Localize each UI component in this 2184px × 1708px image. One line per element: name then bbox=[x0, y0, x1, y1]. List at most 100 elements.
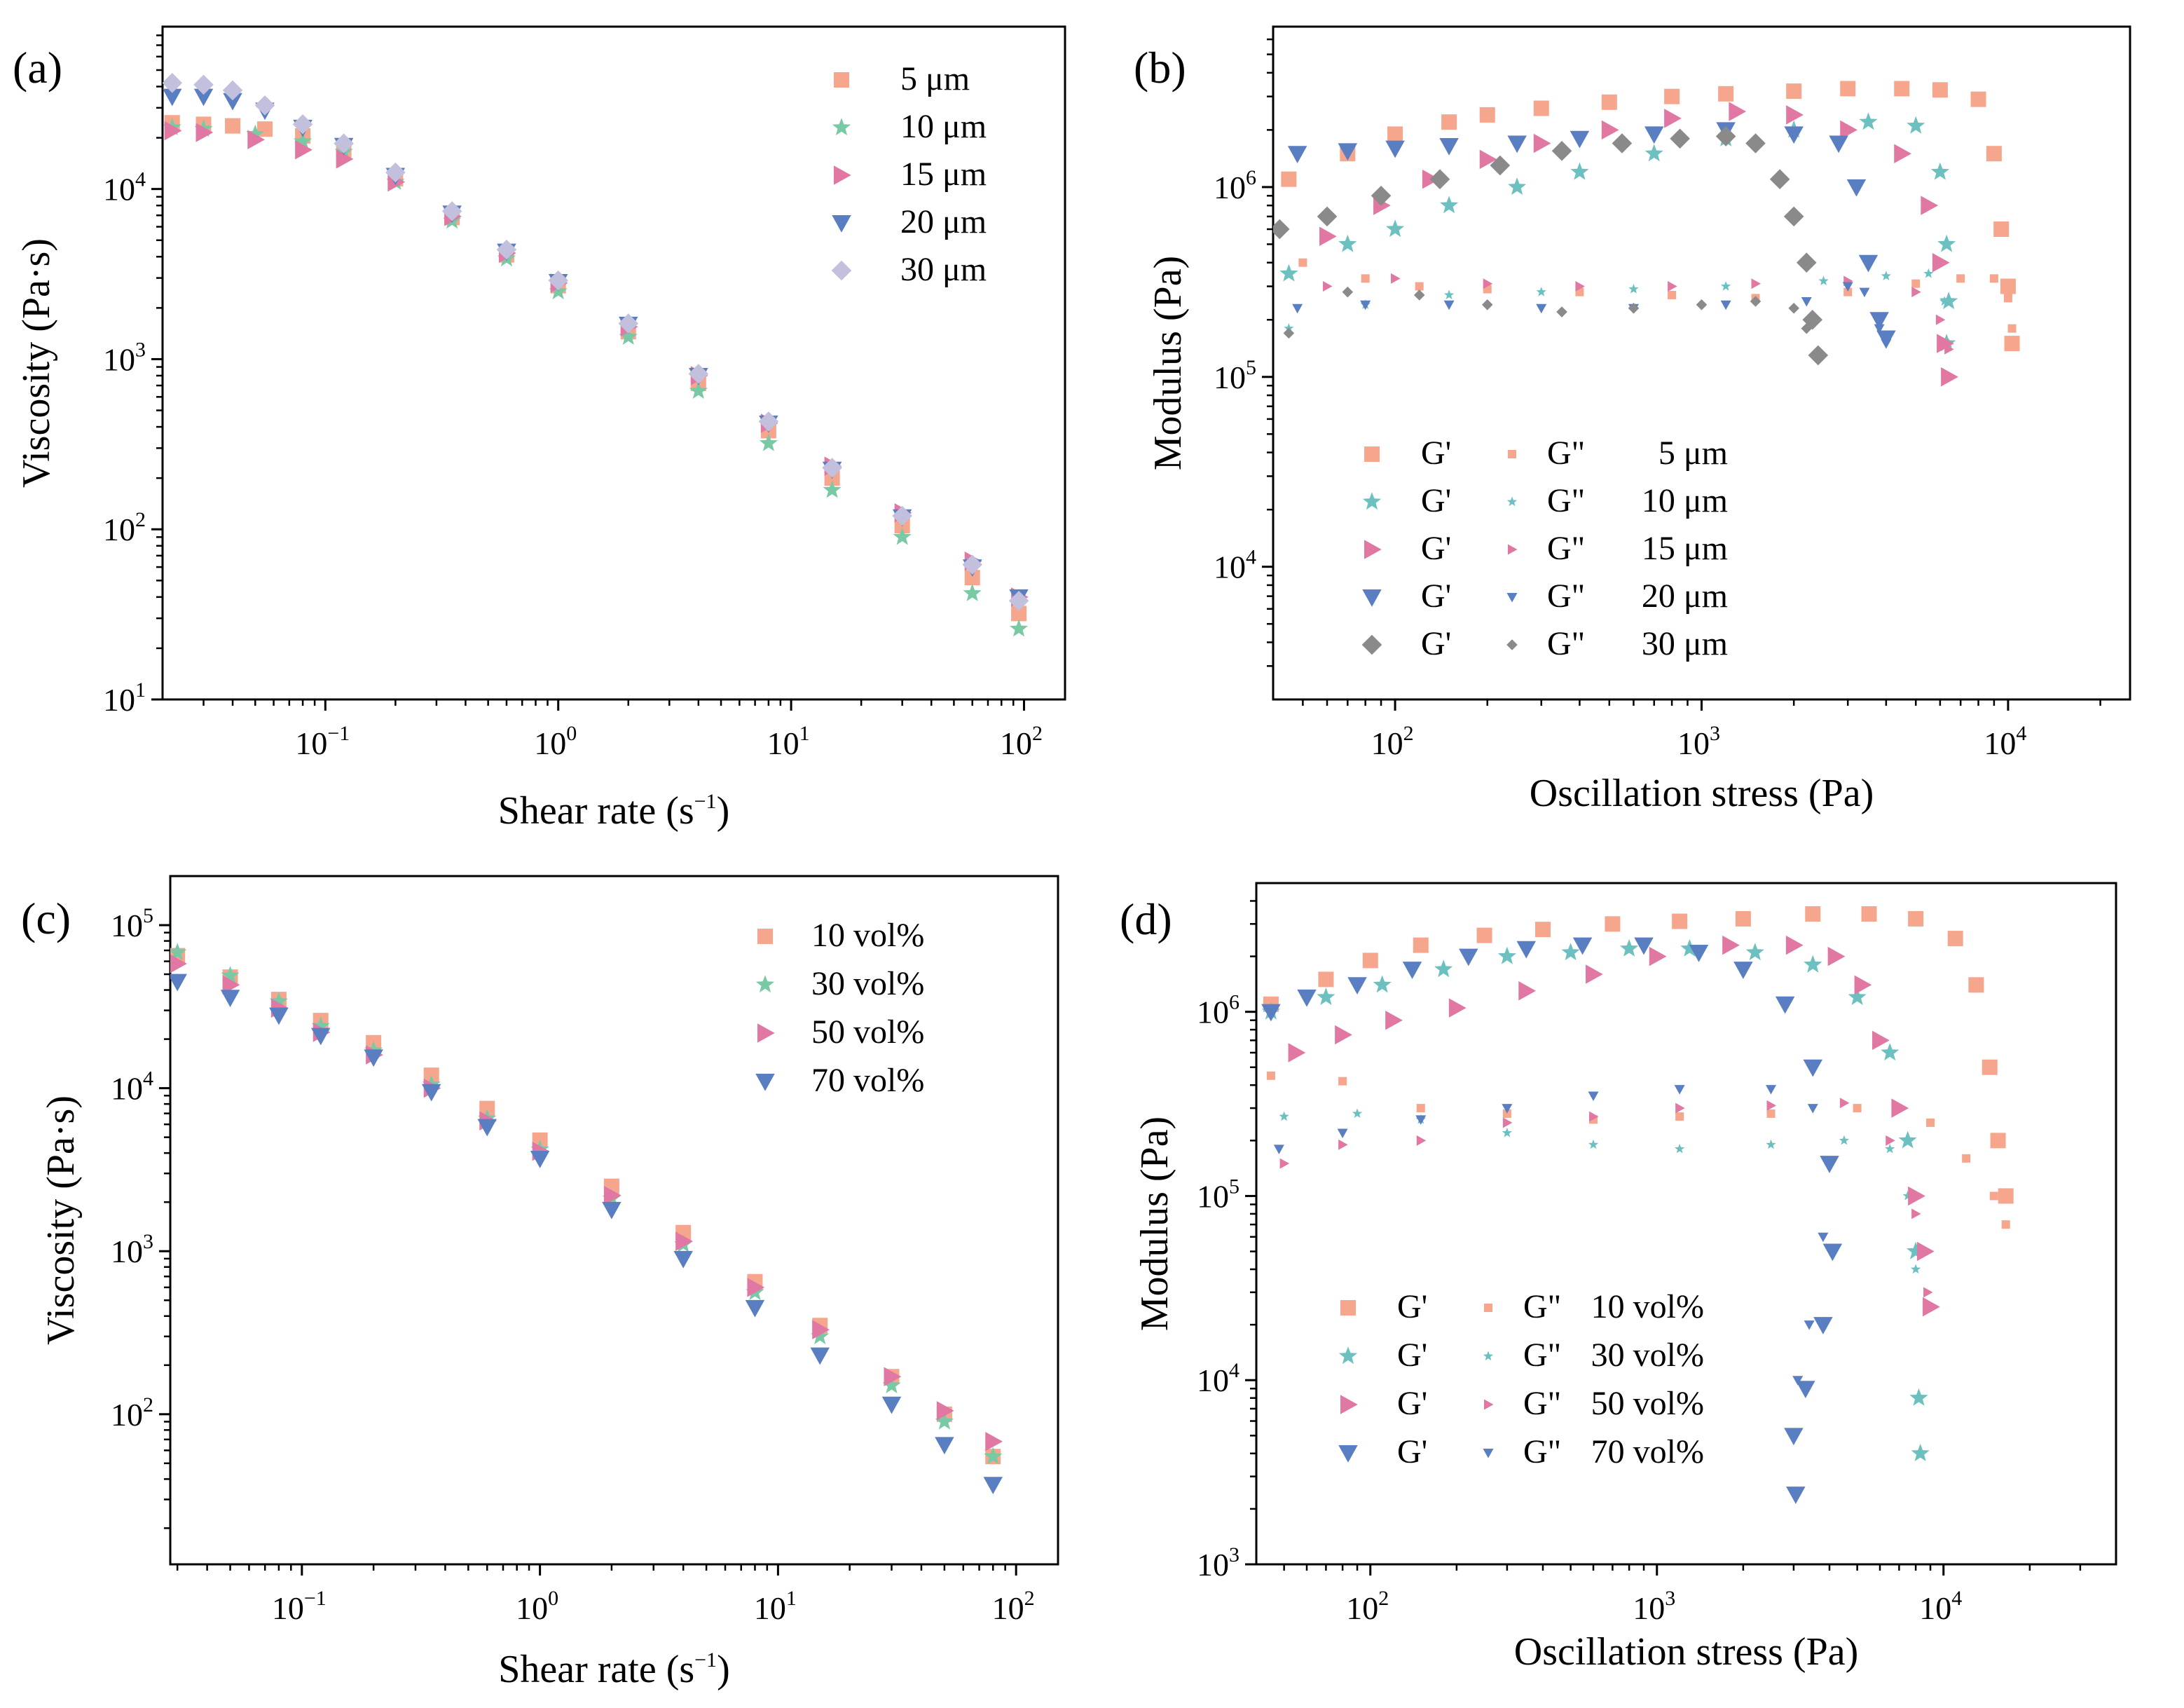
data-point bbox=[1932, 252, 1950, 273]
data-point bbox=[1387, 126, 1403, 142]
y-axis-title: Modulus (Pa) bbox=[1133, 1116, 1176, 1331]
data-point bbox=[1535, 922, 1551, 938]
data-point bbox=[1008, 590, 1029, 611]
data-point bbox=[1279, 264, 1298, 282]
legend-marker bbox=[1508, 450, 1516, 458]
data-point bbox=[964, 570, 980, 586]
data-point bbox=[1335, 1025, 1352, 1045]
series bbox=[1281, 81, 2020, 352]
legend-marker bbox=[1506, 593, 1518, 603]
data-point bbox=[893, 527, 912, 545]
data-point bbox=[602, 1201, 621, 1219]
x-tick-label: 104 bbox=[1919, 1587, 1962, 1626]
data-point bbox=[1859, 287, 1870, 298]
data-points bbox=[163, 73, 1029, 637]
y-tick-label: 101 bbox=[103, 678, 146, 718]
x-tick-label: 103 bbox=[1677, 722, 1720, 761]
data-point bbox=[1876, 330, 1896, 348]
data-point bbox=[1886, 1135, 1895, 1146]
data-point bbox=[1923, 1287, 1933, 1298]
data-point bbox=[1807, 1104, 1818, 1114]
data-point bbox=[1932, 82, 1948, 98]
data-point bbox=[1674, 1085, 1685, 1095]
legend-size-label: 5 μm bbox=[1658, 435, 1728, 472]
data-point bbox=[1916, 1241, 1935, 1262]
data-point bbox=[1273, 1145, 1284, 1154]
data-point bbox=[1601, 120, 1619, 140]
data-point bbox=[1970, 91, 1986, 107]
legend-marker bbox=[1484, 1399, 1494, 1410]
panel-label: (b) bbox=[1134, 43, 1186, 93]
data-point bbox=[1502, 1128, 1512, 1137]
data-point bbox=[1323, 281, 1333, 292]
legend-marker bbox=[1338, 1346, 1358, 1365]
data-point bbox=[1818, 275, 1829, 285]
plot-frame bbox=[161, 25, 1066, 701]
data-point bbox=[1939, 296, 1950, 306]
series bbox=[1283, 286, 1821, 361]
legend-marker bbox=[834, 72, 849, 88]
legend-marker bbox=[1483, 1351, 1494, 1361]
data-point bbox=[1986, 146, 2002, 162]
data-point bbox=[603, 1185, 621, 1205]
data-point bbox=[1718, 86, 1734, 102]
data-point bbox=[936, 1401, 954, 1421]
data-point bbox=[1861, 906, 1877, 922]
data-point bbox=[1318, 971, 1334, 988]
data-point bbox=[246, 124, 265, 142]
y-tick-label: 103 bbox=[1197, 1543, 1239, 1583]
legend: G' G" 5 μm G' G" 10 μm G' G" 15 μm G' G" 20 μm G' G" 3… bbox=[1361, 435, 1728, 662]
data-point bbox=[1722, 935, 1740, 955]
x-axis-title: Shear rate (s−1) bbox=[498, 1648, 729, 1691]
data-point bbox=[935, 1437, 954, 1455]
data-point bbox=[1586, 964, 1603, 984]
data-point bbox=[1628, 303, 1640, 314]
legend-size-label: 70 vol% bbox=[1591, 1433, 1704, 1470]
legend-label: G' bbox=[1421, 578, 1451, 615]
data-point bbox=[892, 505, 912, 526]
data-point bbox=[1935, 314, 1946, 325]
data-point bbox=[1371, 186, 1392, 206]
data-point bbox=[1361, 274, 1370, 283]
data-point bbox=[1605, 916, 1621, 932]
data-points bbox=[1261, 906, 2014, 1504]
legend-label: 20 μm bbox=[900, 203, 987, 240]
data-point bbox=[193, 74, 214, 95]
data-point bbox=[1483, 278, 1493, 289]
series bbox=[1288, 935, 1940, 1317]
data-point bbox=[1766, 1085, 1777, 1095]
series bbox=[1279, 1108, 1921, 1274]
data-point bbox=[1874, 324, 1885, 334]
data-point bbox=[364, 1049, 383, 1067]
data-point bbox=[530, 1151, 550, 1168]
data-point bbox=[1869, 312, 1889, 329]
y-tick-label: 106 bbox=[1197, 991, 1239, 1030]
data-point bbox=[1926, 1118, 1935, 1127]
data-point bbox=[1751, 278, 1761, 289]
x-tick-label: 102 bbox=[1371, 722, 1414, 761]
data-point bbox=[1804, 955, 1822, 973]
data-point bbox=[2000, 278, 2016, 294]
data-point bbox=[1729, 102, 1747, 121]
data-point bbox=[1279, 1158, 1290, 1169]
data-point bbox=[1634, 937, 1654, 955]
data-point bbox=[962, 554, 983, 575]
legend-label: 5 μm bbox=[900, 60, 970, 97]
series bbox=[164, 115, 1027, 622]
data-point bbox=[1612, 133, 1633, 153]
data-point bbox=[1502, 1104, 1513, 1114]
data-point bbox=[385, 162, 406, 183]
data-point bbox=[1443, 300, 1455, 310]
data-point bbox=[1858, 254, 1879, 273]
legend-marker bbox=[832, 215, 851, 233]
x-tick-label: 100 bbox=[534, 722, 577, 761]
data-point bbox=[1386, 219, 1405, 238]
data-point bbox=[1317, 988, 1335, 1005]
data-point bbox=[1668, 281, 1677, 292]
data-point bbox=[1784, 1428, 1804, 1446]
data-point bbox=[548, 270, 569, 291]
data-point bbox=[1672, 913, 1688, 929]
data-point bbox=[254, 95, 275, 116]
panel-a: (a) 10−1 100 101 102 101 102 103 104 Shear rate (… bbox=[13, 25, 1066, 833]
